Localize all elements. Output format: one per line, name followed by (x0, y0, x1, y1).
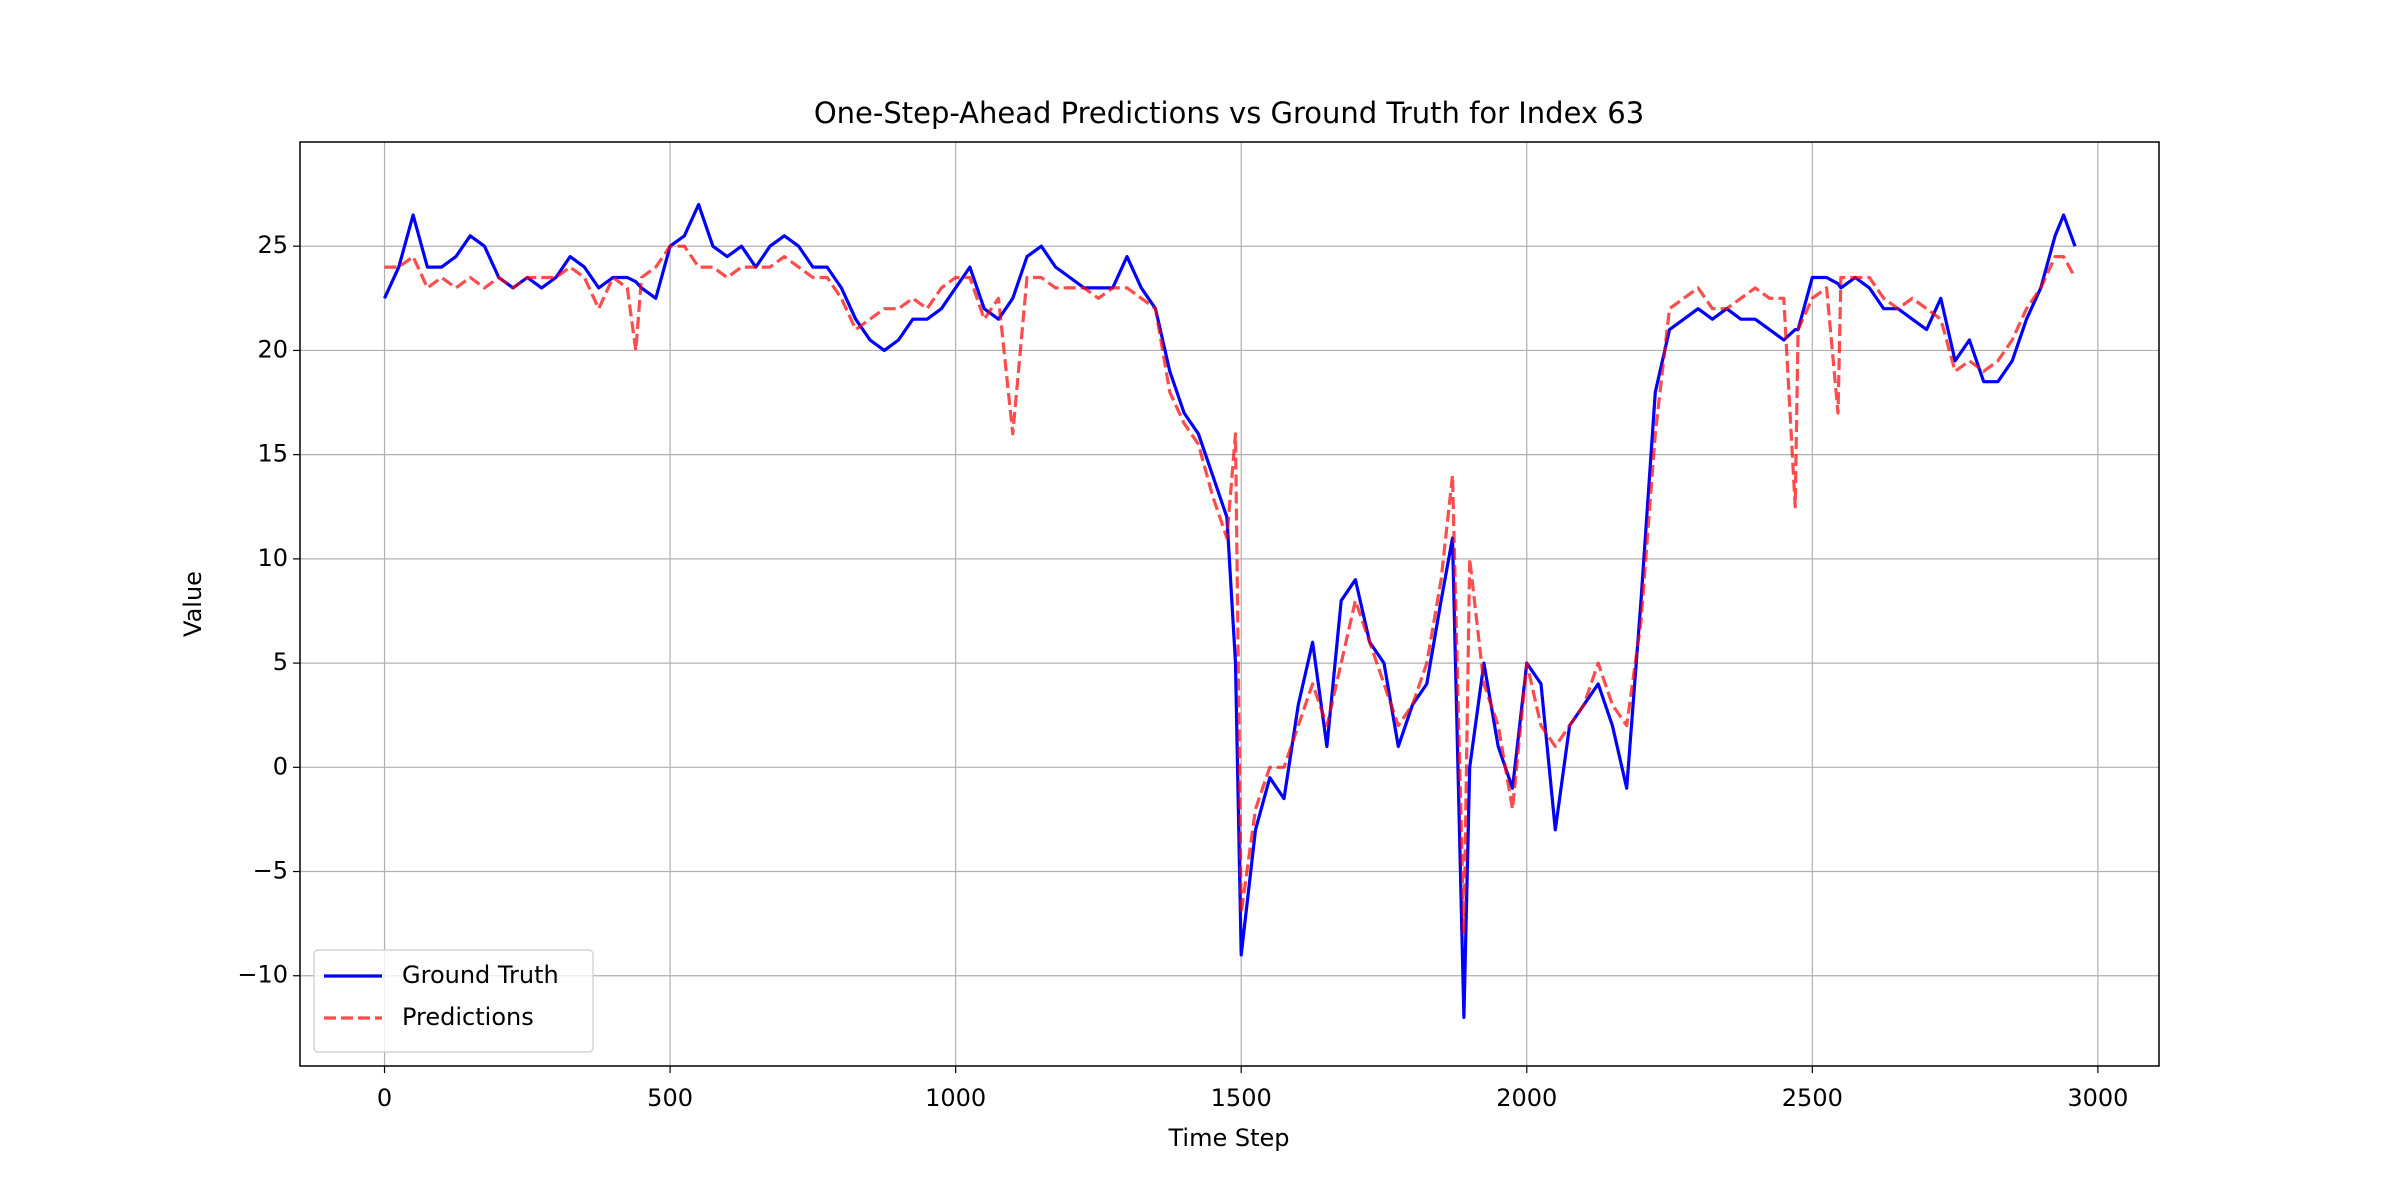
y-axis-label: Value (179, 571, 207, 637)
data-line (384, 244, 2077, 936)
y-tick-label: 20 (257, 335, 288, 363)
y-tick-label: −5 (253, 857, 288, 885)
legend: Ground Truth Predictions (313, 949, 594, 1053)
y-tick-label: 5 (273, 648, 288, 676)
y-tick-label: −10 (237, 961, 288, 989)
x-tick-label: 2000 (1496, 1084, 1557, 1112)
x-tick-label: 0 (377, 1084, 392, 1112)
chart-title: One-Step-Ahead Predictions vs Ground Tru… (814, 96, 1644, 130)
plot-frame (299, 141, 2160, 1067)
x-tick-label: 1000 (925, 1084, 986, 1112)
legend-box (313, 949, 594, 1053)
y-tick-label: 10 (257, 544, 288, 572)
y-tick-label: 0 (273, 752, 288, 780)
legend-label: Predictions (402, 1003, 534, 1031)
y-tick-label: 25 (257, 231, 288, 259)
y-tick-label: 15 (257, 440, 288, 468)
x-tick-label: 3000 (2067, 1084, 2128, 1112)
data-line (383, 202, 2077, 1019)
x-axis-label: Time Step (1167, 1124, 1289, 1152)
x-tick-label: 1500 (1211, 1084, 1272, 1112)
x-tick-label: 500 (647, 1084, 693, 1112)
x-tick-label: 2500 (1782, 1084, 1843, 1112)
legend-label: Ground Truth (402, 961, 559, 989)
